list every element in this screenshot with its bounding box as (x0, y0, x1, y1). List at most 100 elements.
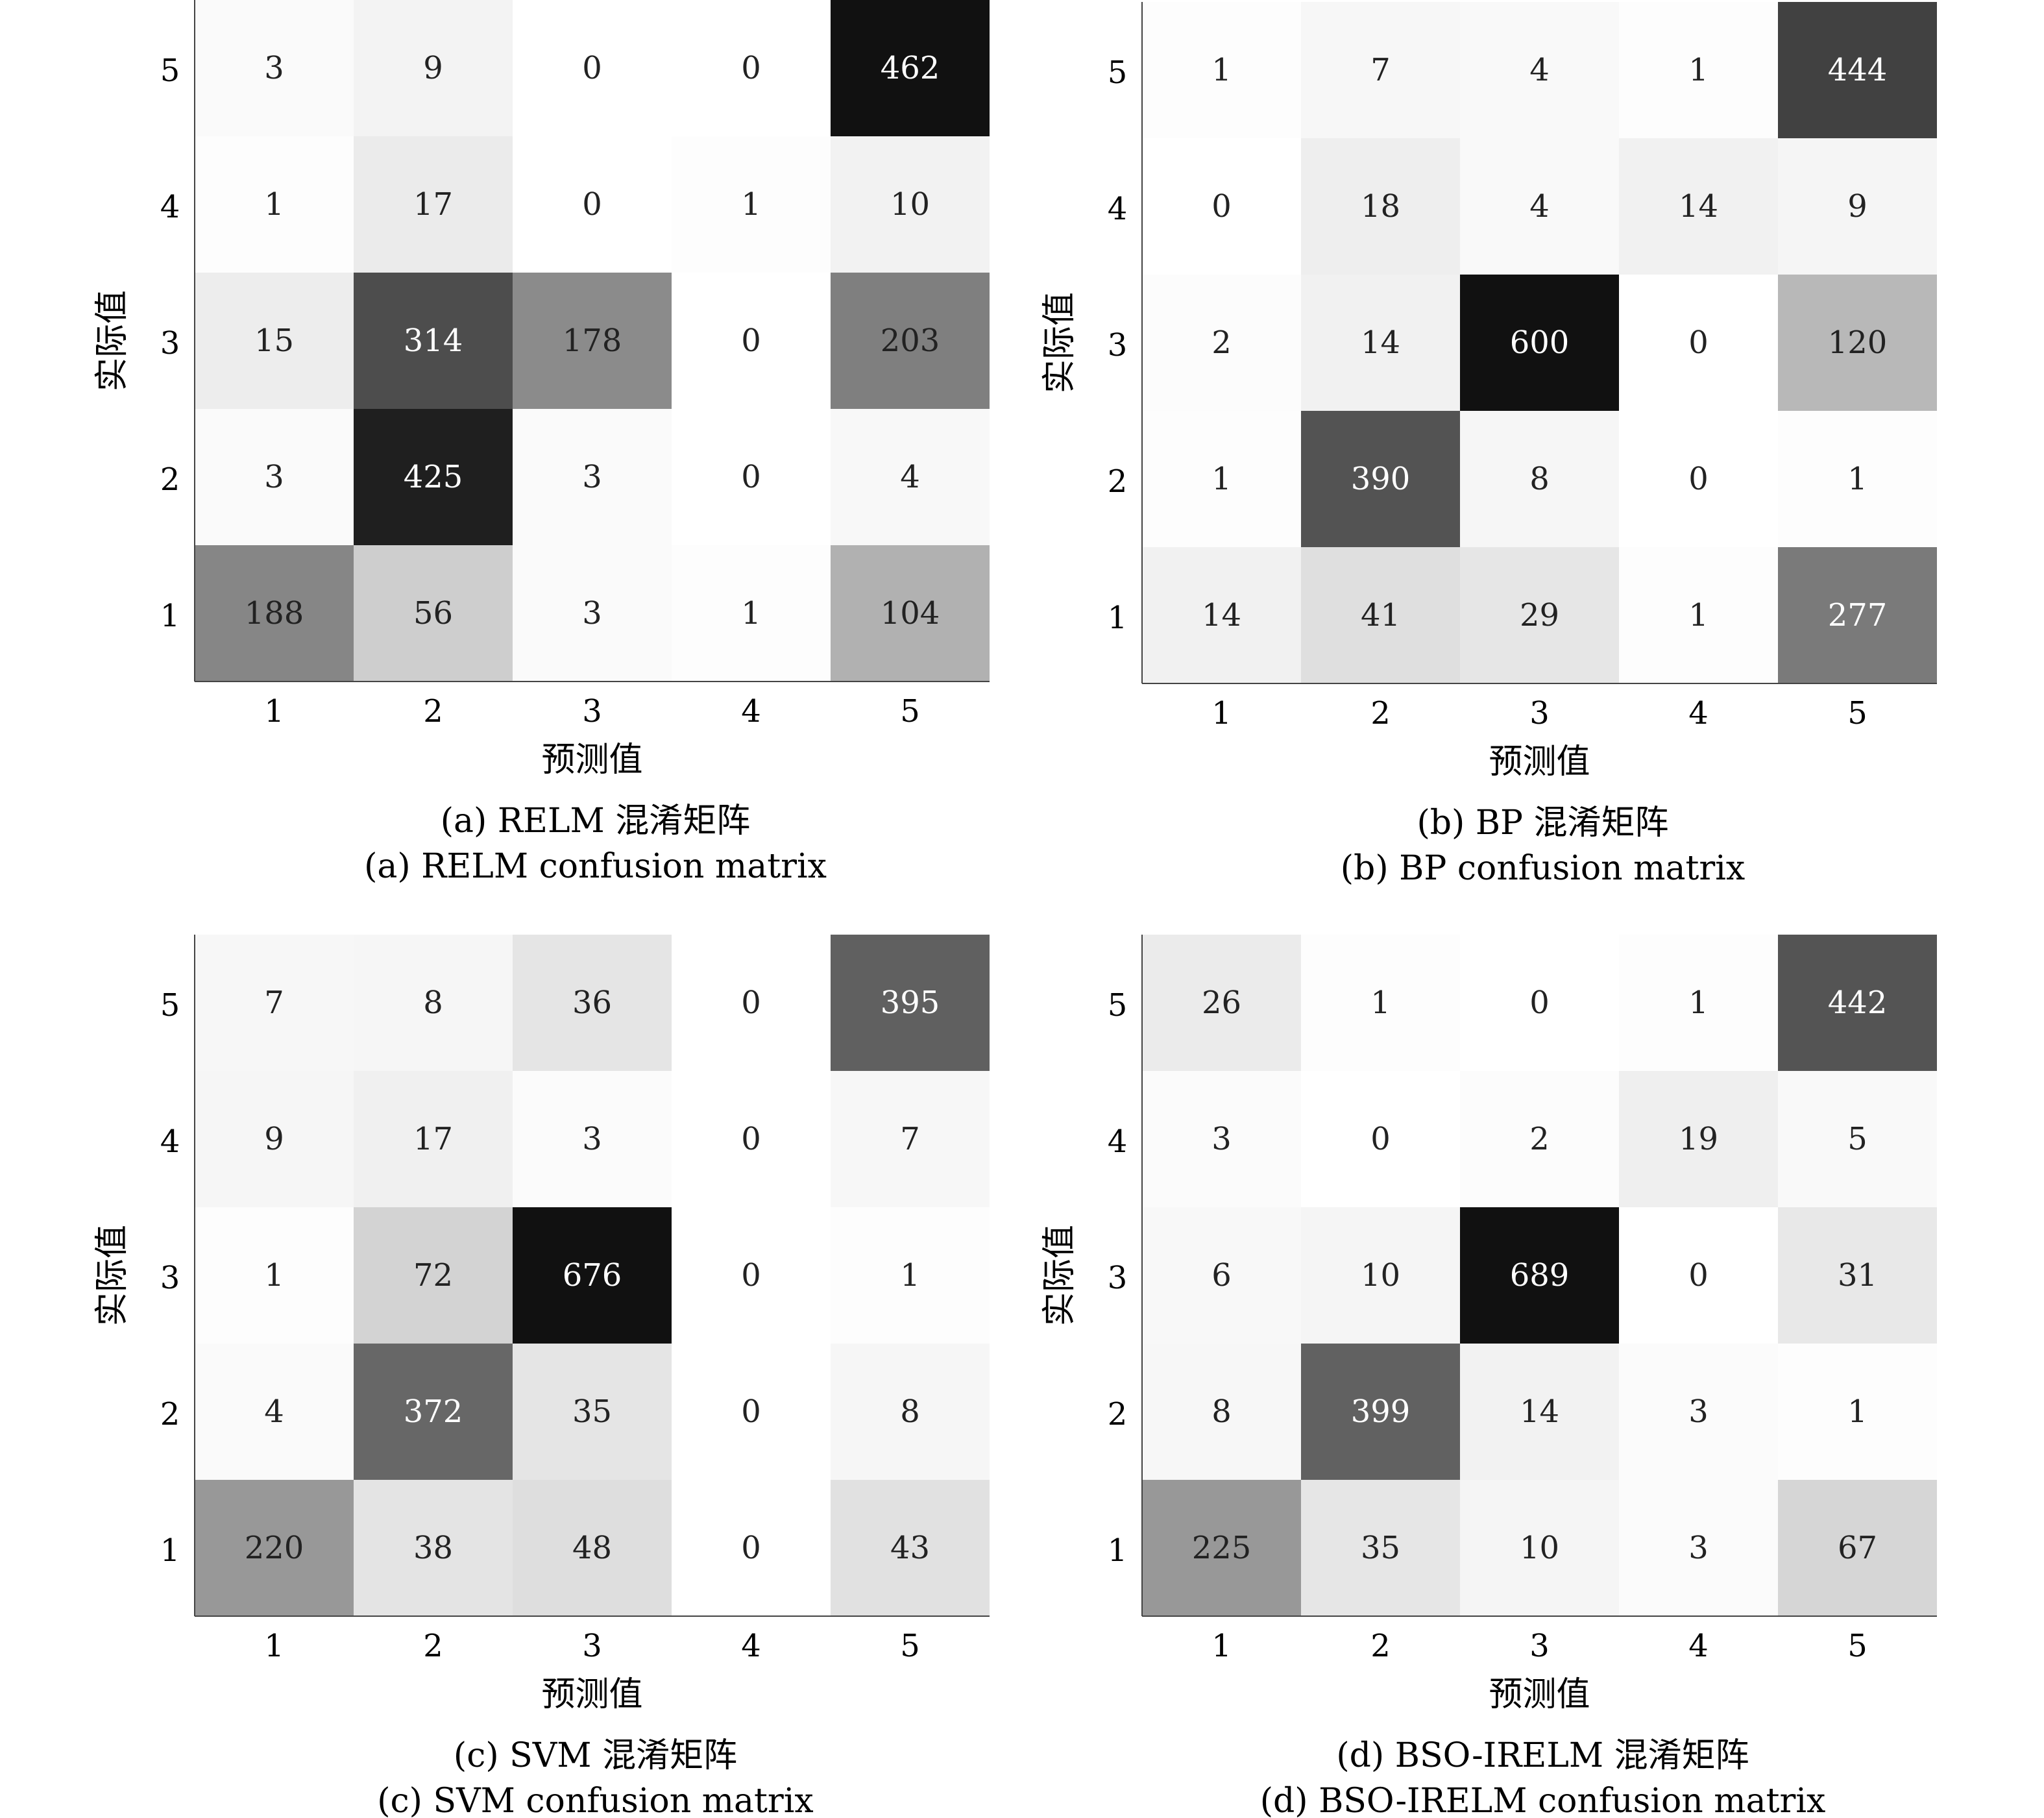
matrix-cell (1301, 411, 1460, 547)
cell-value-label: 0 (741, 323, 761, 359)
y-tick-label: 2 (160, 1396, 180, 1432)
y-tick-label: 2 (1108, 1396, 1128, 1432)
matrix-cell (354, 1344, 513, 1480)
matrix-cell (354, 1207, 513, 1344)
cell-value-label: 4 (1529, 188, 1550, 225)
matrix-cell (1619, 138, 1778, 275)
cell-value-label: 203 (881, 323, 940, 359)
cell-value-label: 14 (1361, 325, 1400, 361)
cell-value-label: 2 (1211, 325, 1232, 361)
cell-value-label: 48 (572, 1530, 612, 1566)
cell-value-label: 41 (1361, 597, 1400, 633)
matrix-cell (354, 1071, 513, 1207)
cell-value-label: 10 (890, 186, 930, 223)
cell-value-label: 0 (741, 1530, 761, 1566)
x-axis-label: 预测值 (541, 1675, 642, 1714)
matrix-cell (672, 1071, 831, 1207)
y-tick-label: 3 (1108, 327, 1128, 363)
x-tick-label: 2 (423, 1628, 443, 1664)
matrix-cell (1142, 1071, 1301, 1207)
matrix-cell (513, 273, 672, 409)
cell-value-label: 18 (1361, 188, 1400, 225)
cell-value-label: 3 (264, 50, 284, 86)
cell-value-label: 0 (741, 50, 761, 86)
matrix-cell (1301, 1480, 1460, 1616)
y-axis-label: 实际值 (1040, 292, 1079, 393)
matrix-cell (1460, 547, 1619, 683)
cell-value-label: 7 (900, 1121, 920, 1157)
matrix-cell (513, 0, 672, 136)
y-tick-label: 2 (1108, 463, 1128, 500)
matrix-cell (1778, 138, 1937, 275)
cell-value-label: 7 (1370, 52, 1391, 88)
matrix-cell (1460, 1207, 1619, 1344)
cell-value-label: 35 (1361, 1530, 1400, 1566)
cell-value-label: 0 (1688, 461, 1709, 497)
y-tick-label: 3 (1108, 1260, 1128, 1296)
cell-value-label: 0 (582, 50, 602, 86)
cell-value-label: 1 (1370, 985, 1391, 1021)
matrix-cell (1142, 275, 1301, 411)
cell-value-label: 29 (1520, 597, 1559, 633)
cell-value-label: 67 (1838, 1530, 1877, 1566)
matrix-cell (513, 1344, 672, 1480)
matrix-cell (1619, 2, 1778, 138)
cell-value-label: 4 (264, 1394, 284, 1430)
x-axis-label: 预测值 (1489, 743, 1590, 781)
matrix-cell (1619, 547, 1778, 683)
y-tick-label: 1 (1108, 1532, 1128, 1569)
cell-value-label: 1 (1211, 461, 1232, 497)
matrix-cell (195, 0, 354, 136)
x-tick-label: 2 (1370, 1628, 1391, 1664)
caption-english: (b) BP confusion matrix (1341, 849, 1745, 888)
cell-value-label: 14 (1679, 188, 1718, 225)
cell-value-label: 4 (1529, 52, 1550, 88)
matrix-cell (672, 273, 831, 409)
cell-value-label: 8 (1211, 1394, 1232, 1430)
matrix-cell (1301, 935, 1460, 1071)
matrix-cell (1460, 1344, 1619, 1480)
cell-value-label: 4 (900, 459, 920, 495)
y-tick-label: 3 (160, 325, 180, 362)
matrix-cell (1619, 1480, 1778, 1616)
y-tick-label: 1 (1108, 600, 1128, 636)
y-tick-label: 5 (160, 987, 180, 1024)
x-tick-label: 1 (264, 1628, 284, 1664)
y-tick-label: 4 (1108, 191, 1128, 227)
matrix-cell (1778, 1071, 1937, 1207)
cell-value-label: 15 (254, 323, 294, 359)
y-tick-label: 4 (160, 189, 180, 225)
matrix-cell (1301, 1071, 1460, 1207)
cell-value-label: 188 (245, 595, 304, 632)
matrix-cell (1460, 2, 1619, 138)
cell-value-label: 0 (741, 1257, 761, 1294)
x-tick-label: 4 (1688, 695, 1709, 731)
matrix-cell (1142, 1480, 1301, 1616)
matrix-cell (354, 935, 513, 1071)
matrix-cell (1778, 935, 1937, 1071)
matrix-cell (354, 0, 513, 136)
y-tick-label: 2 (160, 461, 180, 498)
y-tick-label: 1 (160, 1532, 180, 1569)
matrix-cell (195, 273, 354, 409)
y-tick-label: 4 (1108, 1124, 1128, 1160)
matrix-cell (672, 136, 831, 273)
x-tick-label: 5 (1847, 695, 1868, 731)
y-tick-label: 3 (160, 1260, 180, 1296)
matrix-cell (354, 409, 513, 545)
matrix-cell (672, 1344, 831, 1480)
cell-value-label: 9 (264, 1121, 284, 1157)
cell-value-label: 0 (1688, 325, 1709, 361)
cell-value-label: 17 (413, 1121, 453, 1157)
matrix-cell (1142, 1207, 1301, 1344)
matrix-cell (195, 545, 354, 682)
x-tick-label: 5 (900, 693, 920, 730)
x-tick-label: 2 (1370, 695, 1391, 731)
matrix-cell (1142, 411, 1301, 547)
cell-value-label: 43 (890, 1530, 930, 1566)
x-tick-label: 5 (900, 1628, 920, 1664)
matrix-cell (1619, 411, 1778, 547)
matrix-cell (1619, 1207, 1778, 1344)
